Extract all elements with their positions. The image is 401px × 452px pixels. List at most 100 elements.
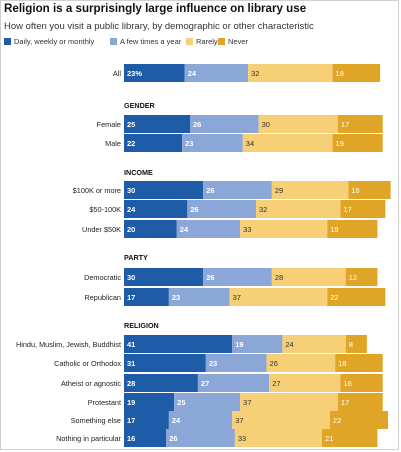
section-label-gender: GENDER — [124, 101, 156, 110]
bar-segment-something-else-daily — [124, 411, 169, 429]
bar-segment-nothing-in-particular-few-times — [166, 429, 235, 447]
value-label-100k-or-more-few-times: 26 — [206, 186, 214, 195]
value-label-democratic-daily: 30 — [127, 273, 135, 282]
value-label-under-50k-daily: 20 — [127, 225, 135, 234]
value-label-hindu-muslim-jewish-buddhist-few-times: 19 — [235, 340, 243, 349]
value-label-under-50k-few-times: 24 — [180, 225, 189, 234]
value-label-something-else-rarely: 37 — [235, 416, 243, 425]
row-label-under-50k: Under $50K — [82, 225, 121, 234]
bar-segment-republican-few-times — [168, 288, 230, 306]
bar-segment-hindu-muslim-jewish-buddhist-rarely — [282, 335, 346, 353]
value-label-all-never: 18 — [336, 69, 344, 78]
row-label-all: All — [113, 69, 121, 78]
value-label-something-else-few-times: 24 — [172, 416, 181, 425]
value-label-catholic-or-orthodox-daily: 31 — [127, 359, 135, 368]
bar-segment-democratic-rarely — [271, 268, 346, 286]
row-label-female: Female — [97, 120, 121, 129]
bar-segment-republican-rarely — [229, 288, 328, 306]
bar-segment-atheist-or-agnostic-daily — [124, 374, 198, 392]
section-label-party: PARTY — [124, 253, 148, 262]
bar-segment-female-never — [337, 115, 383, 133]
value-label-under-50k-rarely: 33 — [243, 225, 251, 234]
legend-label-daily: Daily, weekly or monthly — [14, 37, 95, 46]
legend-item-never: Never — [218, 37, 248, 46]
bar-segment-under-50k-few-times — [176, 220, 241, 238]
bar-segment-nothing-in-particular-daily — [124, 429, 167, 447]
section-label-income: INCOME — [124, 168, 153, 177]
bar-segment-male-daily — [124, 134, 183, 152]
value-label-atheist-or-agnostic-never: 16 — [343, 379, 351, 388]
legend-item-few-times: A few times a year — [110, 37, 181, 46]
value-label-under-50k-never: 19 — [330, 225, 338, 234]
bar-segment-democratic-never — [345, 268, 378, 286]
bar-segment-hindu-muslim-jewish-buddhist-daily — [124, 335, 233, 353]
value-label-catholic-or-orthodox-few-times: 23 — [209, 359, 217, 368]
value-label-female-rarely: 30 — [262, 120, 270, 129]
bar-segment-female-rarely — [258, 115, 338, 133]
row-label-hindu-muslim-jewish-buddhist: Hindu, Muslim, Jewish, Buddhist — [16, 340, 121, 349]
bar-segment-50-100k-few-times — [187, 200, 256, 218]
bar-segment-atheist-or-agnostic-never — [340, 374, 383, 392]
legend-swatch-daily — [4, 38, 11, 45]
bar-segment-nothing-in-particular-rarely — [234, 429, 322, 447]
row-label-protestant: Protestant — [88, 398, 121, 407]
value-label-republican-few-times: 23 — [172, 293, 180, 302]
value-label-democratic-never: 12 — [349, 273, 357, 282]
value-label-50-100k-daily: 24 — [127, 205, 136, 214]
bar-segment-democratic-few-times — [203, 268, 272, 286]
bar-segment-100k-or-more-rarely — [271, 181, 349, 199]
bar-segment-nothing-in-particular-never — [322, 429, 378, 447]
row-label-nothing-in-particular: Nothing in particular — [56, 434, 121, 443]
bar-segment-something-else-rarely — [232, 411, 330, 429]
bar-segment-female-few-times — [190, 115, 259, 133]
bar-segment-all-rarely — [248, 64, 333, 82]
bar-segment-100k-or-more-never — [348, 181, 391, 199]
value-label-protestant-daily: 19 — [127, 398, 135, 407]
value-label-something-else-never: 22 — [333, 416, 341, 425]
bar-segment-all-daily — [124, 64, 185, 82]
bar-segment-republican-daily — [124, 288, 169, 306]
bar-segment-50-100k-never — [340, 200, 386, 218]
value-label-all-daily: 23% — [127, 69, 142, 78]
bar-segment-catholic-or-orthodox-rarely — [266, 354, 336, 372]
bar-segment-protestant-few-times — [174, 393, 241, 411]
bar-segment-something-else-few-times — [168, 411, 233, 429]
value-label-republican-rarely: 37 — [233, 293, 241, 302]
legend-label-rarely: Rarely — [196, 37, 218, 46]
value-label-male-daily: 22 — [127, 139, 135, 148]
bar-segment-republican-never — [327, 288, 386, 306]
value-label-male-never: 19 — [336, 139, 344, 148]
bar-segment-under-50k-rarely — [240, 220, 328, 238]
row-label-democratic: Democratic — [84, 273, 121, 282]
value-label-protestant-never: 17 — [341, 398, 349, 407]
value-label-democratic-few-times: 26 — [206, 273, 214, 282]
bar-segment-female-daily — [124, 115, 190, 133]
bar-segment-male-never — [332, 134, 383, 152]
value-label-protestant-few-times: 25 — [177, 398, 185, 407]
value-label-atheist-or-agnostic-rarely: 27 — [272, 379, 280, 388]
value-label-female-daily: 25 — [127, 120, 135, 129]
legend-swatch-few-times — [110, 38, 117, 45]
value-label-something-else-daily: 17 — [127, 416, 135, 425]
value-label-protestant-rarely: 37 — [243, 398, 251, 407]
value-label-50-100k-few-times: 26 — [190, 205, 198, 214]
bar-segment-50-100k-rarely — [256, 200, 341, 218]
value-label-nothing-in-particular-never: 21 — [325, 434, 333, 443]
bar-segment-100k-or-more-few-times — [203, 181, 272, 199]
bar-segment-atheist-or-agnostic-few-times — [197, 374, 270, 392]
bar-segment-catholic-or-orthodox-daily — [124, 354, 206, 372]
bar-segment-protestant-never — [337, 393, 383, 411]
value-label-republican-daily: 17 — [127, 293, 135, 302]
value-label-atheist-or-agnostic-few-times: 27 — [201, 379, 209, 388]
bar-segment-100k-or-more-daily — [124, 181, 204, 199]
value-label-100k-or-more-never: 16 — [351, 186, 359, 195]
chart-title: Religion is a surprisingly large influen… — [4, 2, 307, 15]
legend-item-rarely: Rarely — [186, 37, 218, 46]
value-label-catholic-or-orthodox-rarely: 26 — [270, 359, 278, 368]
value-label-nothing-in-particular-few-times: 26 — [169, 434, 177, 443]
bar-segment-50-100k-daily — [124, 200, 188, 218]
row-label-male: Male — [105, 139, 121, 148]
legend-label-few-times: A few times a year — [120, 37, 182, 46]
value-label-nothing-in-particular-rarely: 33 — [238, 434, 246, 443]
